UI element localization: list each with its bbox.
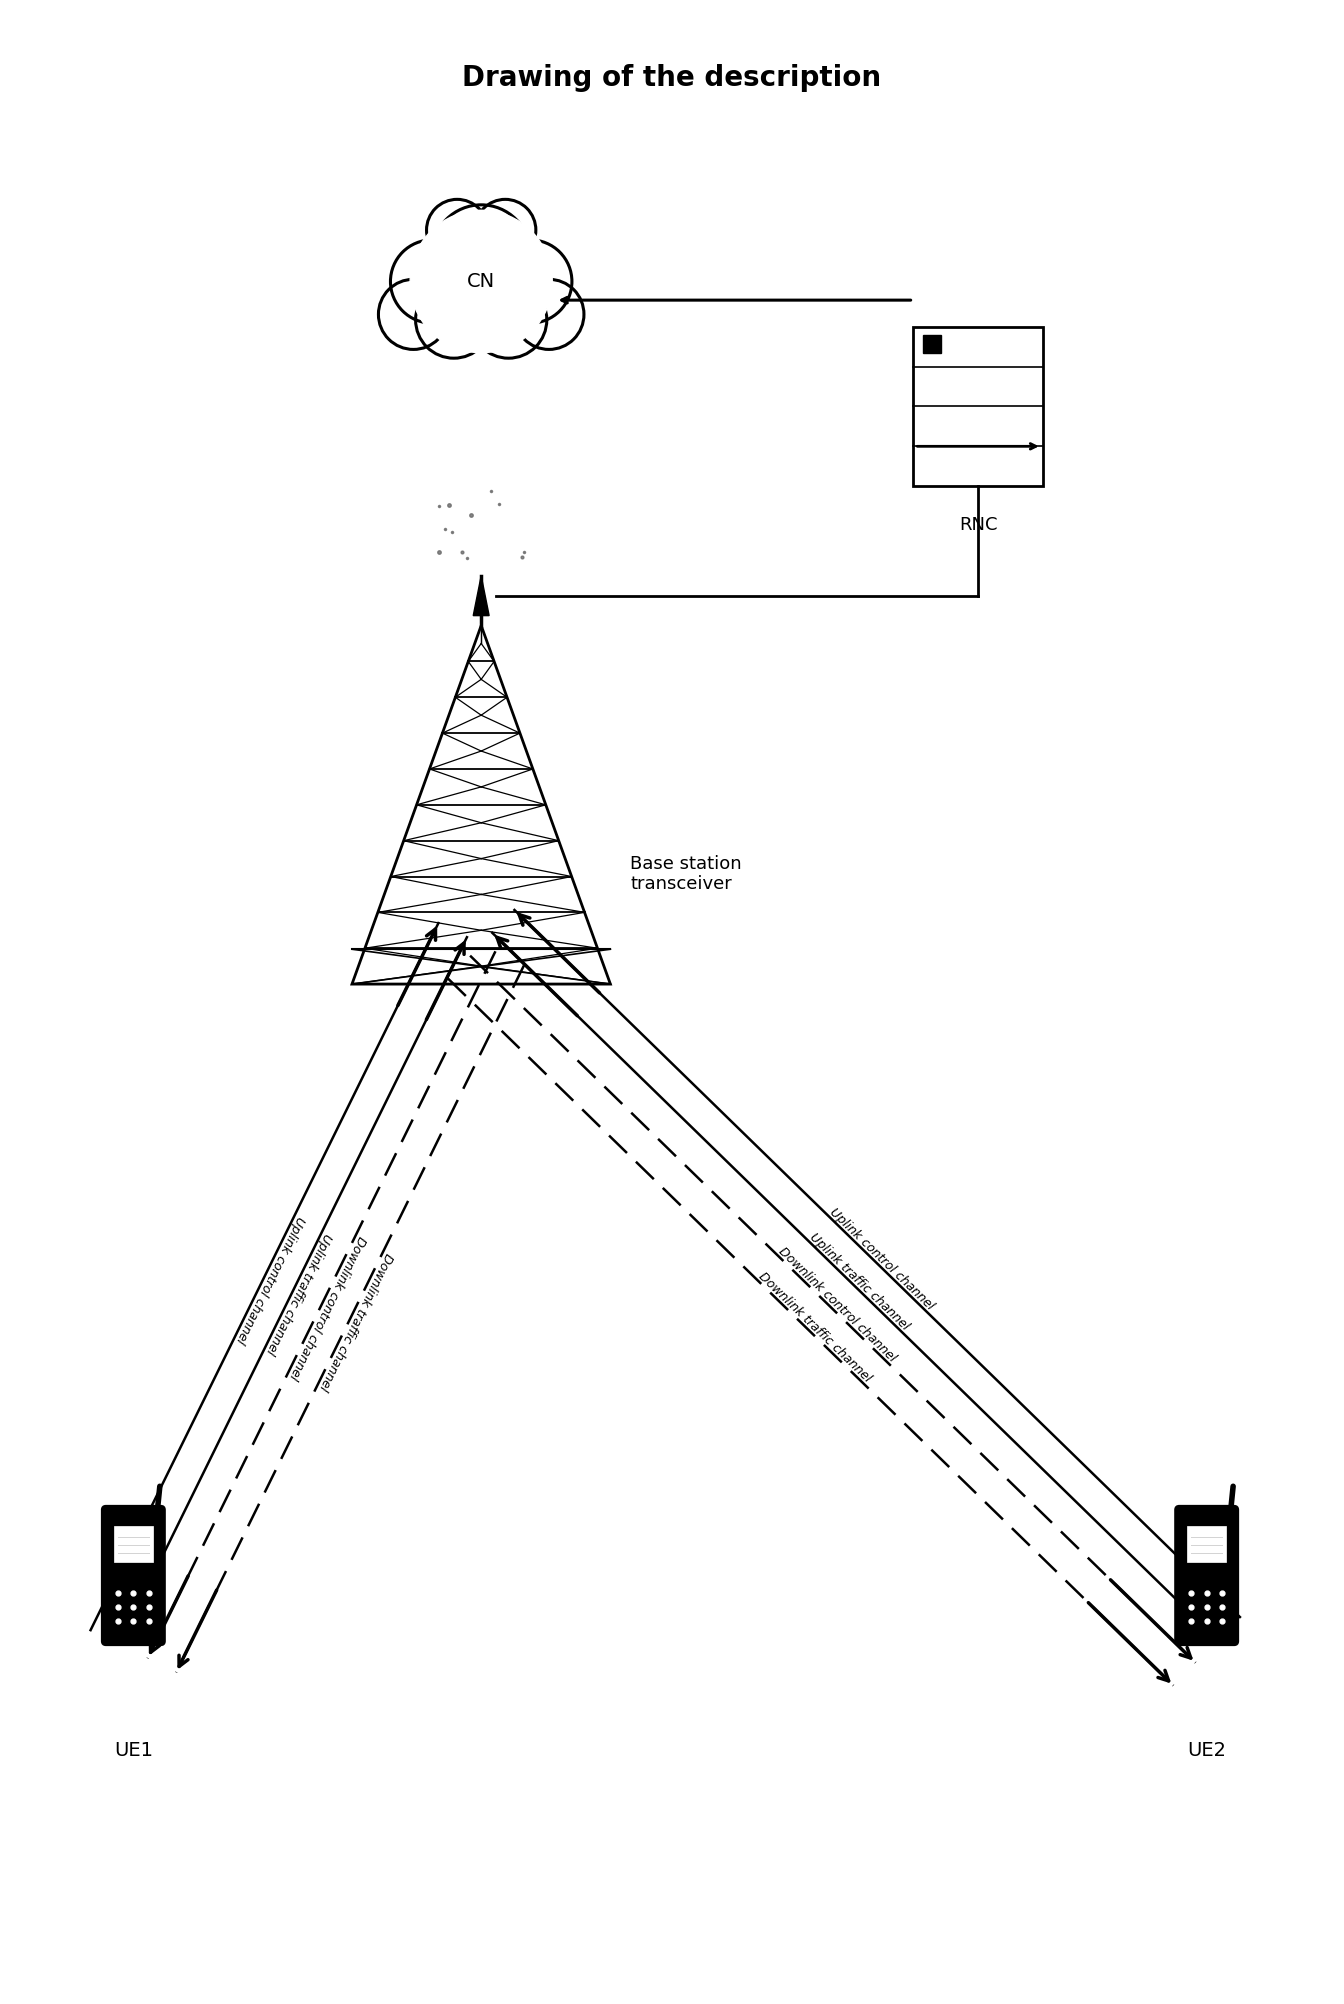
Circle shape [474, 198, 536, 261]
Text: Base station
transceiver: Base station transceiver [630, 854, 742, 894]
Circle shape [513, 279, 583, 349]
Text: Uplink control channel: Uplink control channel [234, 1214, 306, 1345]
Circle shape [431, 204, 531, 303]
Circle shape [470, 281, 547, 359]
Circle shape [415, 281, 492, 359]
Circle shape [489, 240, 573, 323]
Text: CN: CN [468, 273, 495, 291]
Circle shape [410, 210, 552, 353]
Text: UE2: UE2 [1187, 1741, 1226, 1760]
Bar [114, 1525, 153, 1563]
Text: Downlink control channel: Downlink control channel [286, 1234, 368, 1381]
Circle shape [399, 204, 563, 369]
Text: Uplink traffic channel: Uplink traffic channel [263, 1230, 335, 1357]
Polygon shape [473, 575, 489, 615]
FancyBboxPatch shape [102, 1505, 165, 1645]
Circle shape [426, 198, 488, 261]
Bar [914, 327, 1043, 487]
Text: Uplink control channel: Uplink control channel [827, 1204, 937, 1313]
Circle shape [379, 279, 449, 349]
Bar [1187, 1525, 1227, 1563]
Text: Downlink control channel: Downlink control channel [775, 1244, 899, 1365]
FancyBboxPatch shape [1175, 1505, 1238, 1645]
Text: UE1: UE1 [114, 1741, 153, 1760]
Bar [923, 335, 941, 353]
Circle shape [391, 240, 473, 323]
Text: Drawing of the description: Drawing of the description [462, 64, 882, 92]
Text: Downlink traffic channel: Downlink traffic channel [317, 1250, 395, 1393]
Text: RNC: RNC [958, 515, 997, 533]
Text: Uplink traffic channel: Uplink traffic channel [808, 1230, 911, 1333]
Text: Downlink traffic channel: Downlink traffic channel [757, 1271, 874, 1385]
